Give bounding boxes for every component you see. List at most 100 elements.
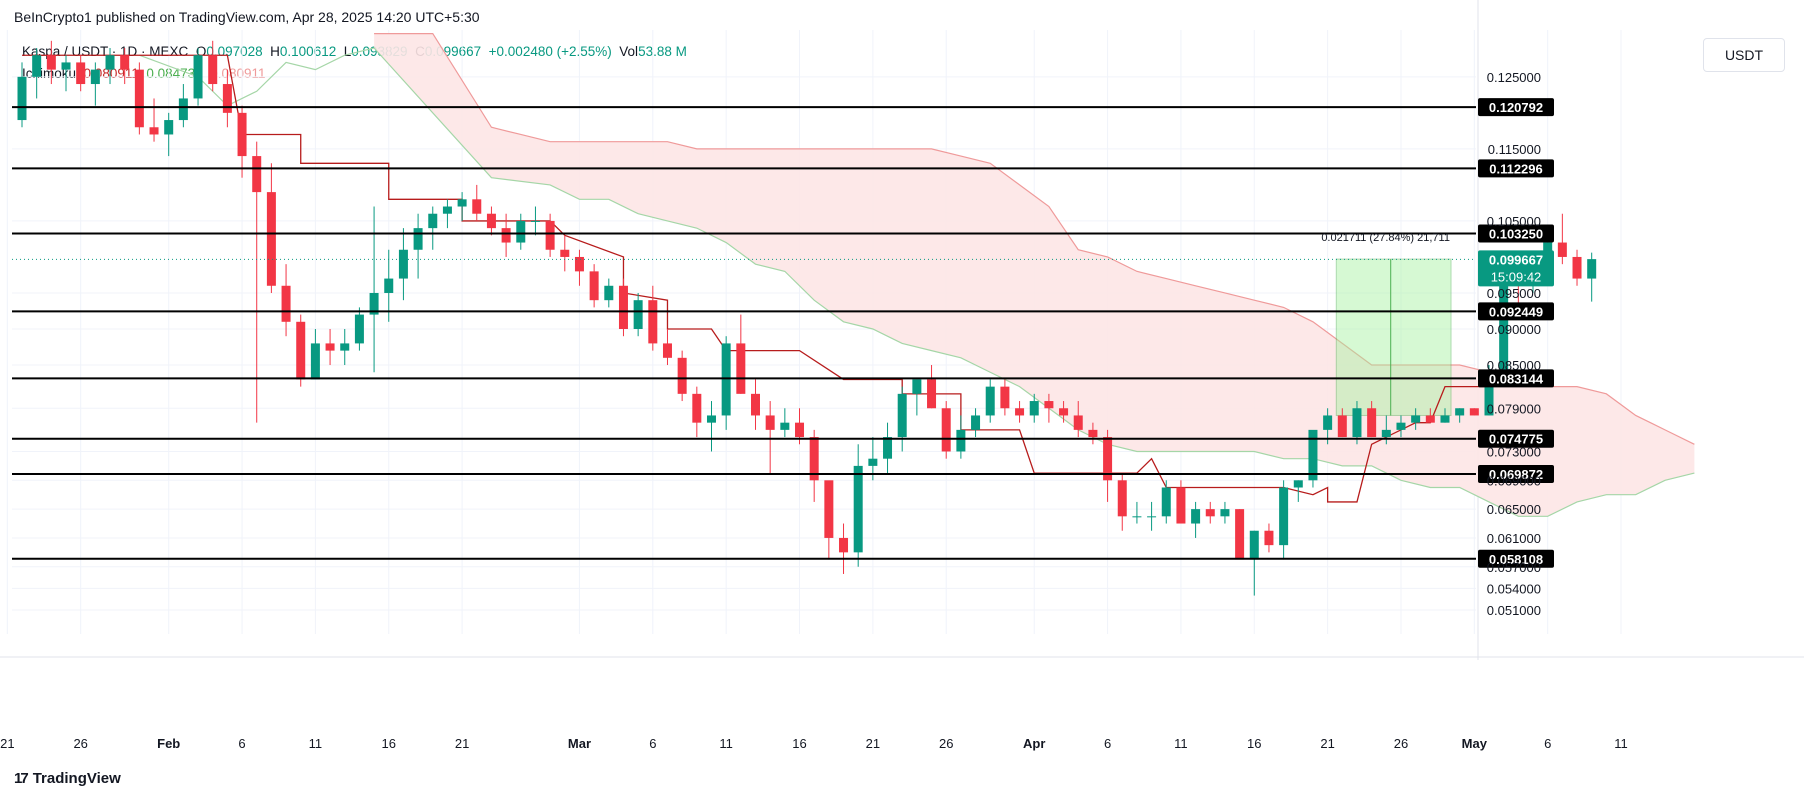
candle-body	[1000, 386, 1010, 409]
candle-body	[46, 55, 56, 70]
volume-value: 53.88 M	[638, 44, 687, 59]
candle-body	[193, 55, 203, 99]
candle-body	[530, 220, 540, 222]
x-tick-label: 26	[939, 736, 953, 751]
candle	[839, 523, 849, 574]
candle-body	[692, 393, 702, 423]
level-label-text: 0.069872	[1489, 467, 1543, 482]
candle-body	[178, 98, 188, 121]
volume-label: Vol	[619, 44, 639, 59]
low-label: L	[343, 44, 352, 59]
tradingview-footer[interactable]: 17 TradingView	[14, 770, 121, 787]
y-tick-label: 0.090000	[1487, 322, 1541, 337]
candle	[442, 199, 452, 229]
candle	[1073, 401, 1083, 438]
candle-body	[1455, 408, 1465, 416]
candle-body	[1015, 408, 1025, 416]
candle-body	[281, 285, 291, 322]
candle-body	[1073, 415, 1083, 430]
candle	[985, 379, 995, 423]
candle	[1249, 530, 1259, 596]
candle	[1117, 473, 1127, 531]
candle	[1557, 213, 1567, 265]
candle-body	[662, 343, 672, 358]
candle-body	[721, 343, 731, 416]
candle-body	[266, 192, 276, 286]
candle	[618, 278, 628, 337]
candle-body	[1117, 480, 1127, 517]
level-label-text: 0.083144	[1489, 371, 1544, 386]
candle-body	[956, 429, 966, 452]
candle	[208, 40, 218, 92]
change-value: +0.002480 (+2.55%)	[488, 44, 612, 59]
level-label-text: 0.074775	[1489, 432, 1543, 447]
candle-body	[32, 55, 42, 77]
x-tick-label: 6	[649, 736, 656, 751]
candle	[252, 141, 262, 423]
candle-body	[1323, 415, 1333, 430]
candle-body	[765, 415, 775, 430]
candle	[1337, 408, 1347, 438]
x-tick-label: May	[1462, 736, 1488, 751]
level-label-bg	[1478, 429, 1554, 448]
candle	[853, 444, 863, 567]
candle	[648, 285, 658, 351]
y-tick-label: 0.054000	[1487, 581, 1541, 596]
candle	[193, 48, 203, 106]
candle-body	[604, 285, 614, 301]
candle-body	[310, 343, 320, 380]
candle-body	[222, 84, 232, 113]
candle-body	[1572, 256, 1582, 279]
candle	[46, 40, 56, 85]
candle-body	[340, 343, 350, 351]
candle-body	[296, 321, 306, 380]
candle	[1205, 501, 1215, 524]
candle	[384, 249, 394, 322]
y-tick-label: 0.061000	[1487, 531, 1541, 546]
level-label-text: 0.058108	[1489, 552, 1543, 567]
candle-body	[1220, 509, 1230, 517]
candle	[1264, 523, 1274, 553]
candle-body	[1381, 429, 1391, 438]
candle-body	[560, 249, 570, 257]
candle	[971, 408, 981, 438]
candle	[457, 192, 467, 221]
candle-body	[105, 55, 115, 70]
x-tick-label: 16	[382, 736, 396, 751]
candle-body	[237, 112, 247, 157]
candle-body	[736, 343, 746, 394]
x-tick-label: 11	[1174, 736, 1188, 751]
candle	[1161, 480, 1171, 524]
candle	[706, 401, 716, 452]
x-tick-label: Mar	[568, 736, 591, 751]
candle-body	[1293, 480, 1303, 488]
candle-body	[384, 278, 394, 293]
candle-body	[1352, 408, 1362, 438]
candle	[1455, 408, 1465, 423]
candle	[1572, 249, 1582, 286]
candle	[486, 206, 496, 236]
level-label: 0.092449	[1478, 302, 1554, 321]
level-label-bg	[1478, 159, 1554, 178]
candle-body	[941, 408, 951, 452]
candle-body	[618, 285, 628, 329]
candle	[164, 112, 174, 157]
candle	[1000, 379, 1010, 416]
candle	[149, 98, 159, 142]
candle-body	[897, 393, 907, 438]
level-label: 0.069872	[1478, 465, 1554, 484]
currency-button[interactable]: USDT	[1703, 38, 1785, 72]
candle	[501, 213, 511, 257]
candle-body	[868, 458, 878, 466]
candle-body	[1059, 408, 1069, 416]
candle	[604, 278, 614, 308]
candle	[662, 329, 672, 366]
candle	[574, 249, 584, 286]
candle	[1191, 501, 1201, 538]
candle	[780, 408, 790, 438]
candle-body	[17, 76, 27, 121]
candle-body	[1235, 509, 1245, 560]
candle	[222, 69, 232, 128]
candle	[1015, 401, 1025, 423]
